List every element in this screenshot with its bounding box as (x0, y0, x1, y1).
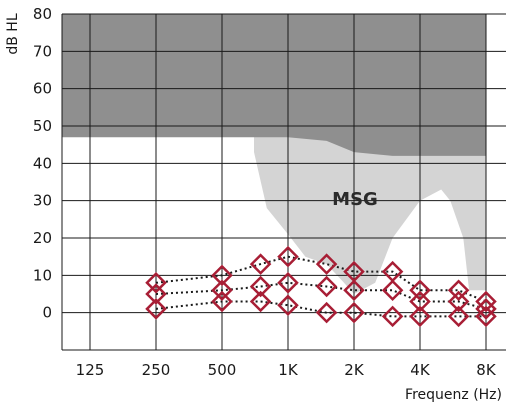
series-line-2 (155, 281, 487, 310)
data-point-marker (447, 279, 470, 302)
data-point-marker (249, 275, 272, 298)
msg-annotation: MSG (332, 189, 378, 210)
x-tick-label: 2K (344, 361, 365, 379)
data-point-marker (381, 279, 404, 302)
data-point-marker (145, 283, 167, 305)
y-tick-label: 60 (33, 80, 52, 98)
data-point-marker (211, 264, 233, 287)
y-tick-label: 20 (33, 229, 52, 247)
y-tick-label: 30 (33, 192, 52, 210)
data-point-marker (315, 275, 338, 298)
x-tick-label: 500 (208, 361, 237, 379)
y-tick-label: 50 (33, 117, 52, 135)
data-point-marker (409, 305, 431, 328)
data-point-marker (145, 272, 167, 294)
series-lines-layer (155, 255, 487, 318)
y-axis-label: dB HL (5, 13, 21, 54)
x-tick-label: 125 (76, 361, 105, 379)
regions-layer (62, 14, 486, 294)
series-line-3 (155, 300, 486, 318)
x-tick-label: 8K (476, 361, 497, 379)
data-point-marker (145, 298, 167, 320)
x-axis-label: Frequenz (Hz) (405, 387, 502, 403)
data-point-marker (315, 253, 338, 275)
y-tick-label: 70 (33, 42, 52, 60)
y-tick-label: 40 (33, 154, 52, 172)
data-point-marker (409, 279, 431, 302)
data-point-marker (277, 294, 299, 316)
data-point-marker (447, 305, 470, 328)
grid-layer (61, 13, 506, 351)
dark-region (62, 14, 486, 156)
y-tick-label: 0 (42, 304, 52, 322)
data-point-marker (211, 290, 233, 313)
data-point-marker (381, 305, 404, 328)
data-point-marker (343, 301, 365, 324)
series-markers-layer (145, 245, 497, 328)
x-tick-label: 1K (278, 361, 299, 379)
y-tick-labels: 0 10 20 30 40 50 60 70 80 (33, 5, 52, 322)
data-point-marker (277, 245, 299, 268)
data-point-marker (447, 290, 470, 313)
data-point-marker (475, 298, 497, 320)
data-point-marker (249, 253, 272, 275)
y-tick-label: 10 (33, 266, 52, 284)
data-point-marker (211, 279, 233, 302)
data-point-marker (249, 290, 272, 313)
series-line-1 (155, 255, 487, 303)
x-tick-label: 250 (142, 361, 171, 379)
data-point-marker (343, 279, 365, 302)
data-point-marker (475, 290, 497, 313)
data-point-marker (277, 272, 299, 294)
data-point-marker (409, 290, 431, 313)
data-point-marker (315, 301, 338, 324)
x-tick-label: 4K (410, 361, 431, 379)
x-tick-labels: 125 250 500 1K 2K 4K 8K (76, 361, 497, 379)
data-point-marker (475, 305, 497, 328)
y-tick-label: 80 (33, 5, 52, 23)
